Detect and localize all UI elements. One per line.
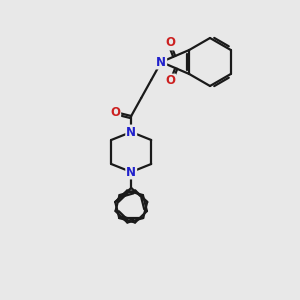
- Text: O: O: [165, 37, 175, 50]
- Text: O: O: [110, 106, 120, 118]
- Text: O: O: [165, 74, 175, 88]
- Text: N: N: [156, 56, 166, 68]
- Text: N: N: [126, 125, 136, 139]
- Text: N: N: [126, 166, 136, 178]
